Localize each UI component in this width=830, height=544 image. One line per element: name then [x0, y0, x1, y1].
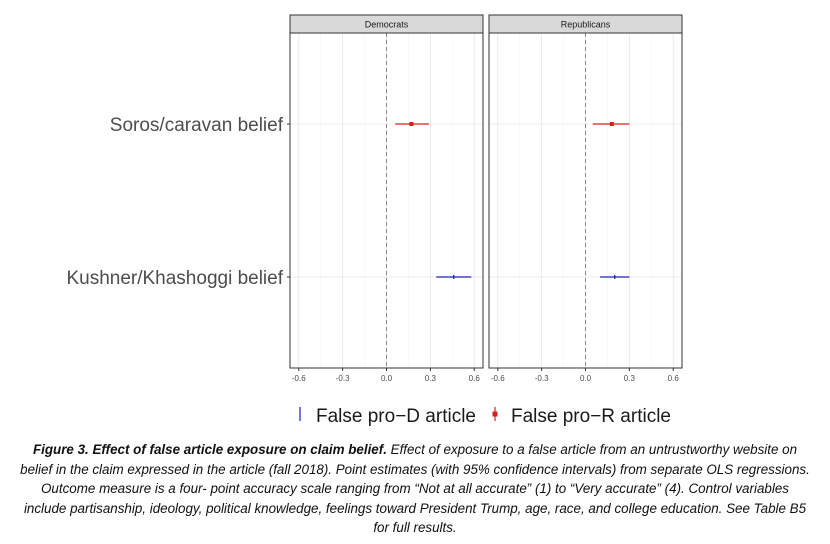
x-tick-label-0-1: -0.3 [336, 374, 350, 383]
x-tick-label-0-0: -0.6 [292, 374, 306, 383]
y-category-label-1: Kushner/Khashoggi belief [66, 268, 283, 289]
x-tick-label-1-3: 0.3 [624, 374, 636, 383]
y-category-label-0: Soros/caravan belief [110, 115, 284, 136]
caption-body: Effect of exposure to a false article fr… [20, 442, 810, 535]
x-tick-label-0-3: 0.3 [425, 374, 437, 383]
facet-label-1: Republicans [561, 20, 611, 30]
x-tick-label-1-2: 0.0 [580, 374, 592, 383]
x-tick-label-1-4: 0.6 [668, 374, 680, 383]
forest-plot: Democrats -0.6 -0.3 0.0 0.3 0.6 Republicans -0.… [66, 14, 683, 427]
facet-label-0: Democrats [365, 20, 409, 30]
legend-label-0: False pro−D article [316, 406, 476, 427]
legend-label-1: False pro−R article [511, 406, 671, 427]
caption-title: Figure 3. Effect of false article exposu… [32, 442, 387, 457]
x-tick-label-1-0: -0.6 [491, 374, 505, 383]
figure-caption: Figure 3. Effect of false article exposu… [20, 440, 810, 538]
point-estimate-1-1 [609, 122, 614, 126]
x-tick-label-1-1: -0.3 [535, 374, 549, 383]
point-estimate-1-0 [409, 122, 414, 126]
legend-key-point-1 [492, 411, 498, 417]
x-tick-label-0-2: 0.0 [381, 374, 393, 383]
x-tick-label-0-4: 0.6 [469, 374, 481, 383]
